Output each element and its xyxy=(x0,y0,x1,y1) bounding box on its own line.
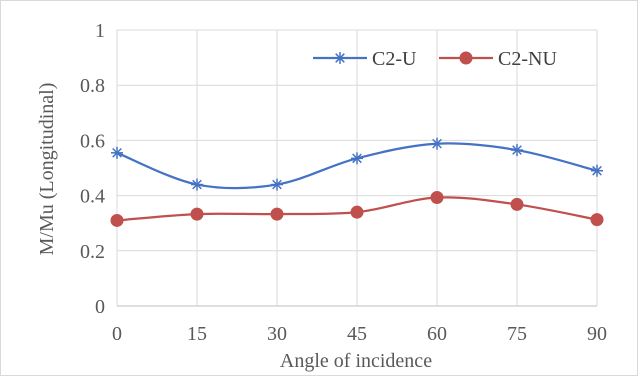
legend-label-c2-u: C2-U xyxy=(372,48,417,70)
series-c2-nu xyxy=(110,191,604,227)
legend-marker-c2-u xyxy=(334,52,346,64)
y-tick-label: 0 xyxy=(95,296,105,318)
y-tick-label: 1 xyxy=(95,20,105,42)
y-tick-label: 0.6 xyxy=(80,130,105,152)
grid-lines xyxy=(116,29,598,306)
series-c2-u xyxy=(111,137,603,191)
data-point-c2-u xyxy=(271,178,283,191)
data-point-c2-nu xyxy=(190,207,204,221)
data-point-c2-u xyxy=(511,144,523,157)
data-point-c2-u xyxy=(591,164,603,177)
x-tick-label: 75 xyxy=(507,323,527,345)
y-tick-label: 0.4 xyxy=(80,186,105,208)
y-tick-label: 0.2 xyxy=(80,241,105,263)
y-tick-label: 0.8 xyxy=(80,75,105,97)
x-tick-label: 30 xyxy=(267,323,287,345)
data-point-c2-nu xyxy=(430,191,444,205)
x-tick-label: 0 xyxy=(112,323,122,345)
legend-item-c2-u: C2-U xyxy=(313,48,417,70)
y-axis-title: M/Mu (Longitudinal) xyxy=(36,83,58,256)
x-tick-labels: 0 15 30 45 60 75 90 xyxy=(112,323,607,345)
data-point-c2-nu xyxy=(350,205,364,219)
legend-marker-shape-c2-nu xyxy=(459,51,473,65)
data-point-c2-u xyxy=(431,137,443,150)
x-tick-label: 60 xyxy=(427,323,447,345)
data-point-c2-u xyxy=(351,152,363,165)
x-tick-label: 90 xyxy=(587,323,607,345)
legend-label-c2-nu: C2-NU xyxy=(498,48,557,70)
x-tick-label: 15 xyxy=(187,323,207,345)
legend-item-c2-nu: C2-NU xyxy=(439,48,557,70)
data-point-c2-u xyxy=(191,178,203,191)
x-tick-label: 45 xyxy=(347,323,367,345)
data-point-c2-nu xyxy=(270,207,284,221)
y-tick-labels: 0 0.2 0.4 0.6 0.8 1 xyxy=(80,20,105,318)
legend: C2-U C2-NU xyxy=(313,48,557,70)
data-point-c2-u xyxy=(111,146,123,159)
data-point-c2-nu xyxy=(590,213,604,227)
legend-marker-c2-nu xyxy=(459,51,473,65)
data-point-c2-nu xyxy=(110,213,124,227)
data-point-c2-nu xyxy=(510,197,524,211)
series-group xyxy=(110,137,604,227)
legend-marker-shape-c2-u xyxy=(334,52,346,64)
x-axis-title: Angle of incidence xyxy=(280,350,432,372)
